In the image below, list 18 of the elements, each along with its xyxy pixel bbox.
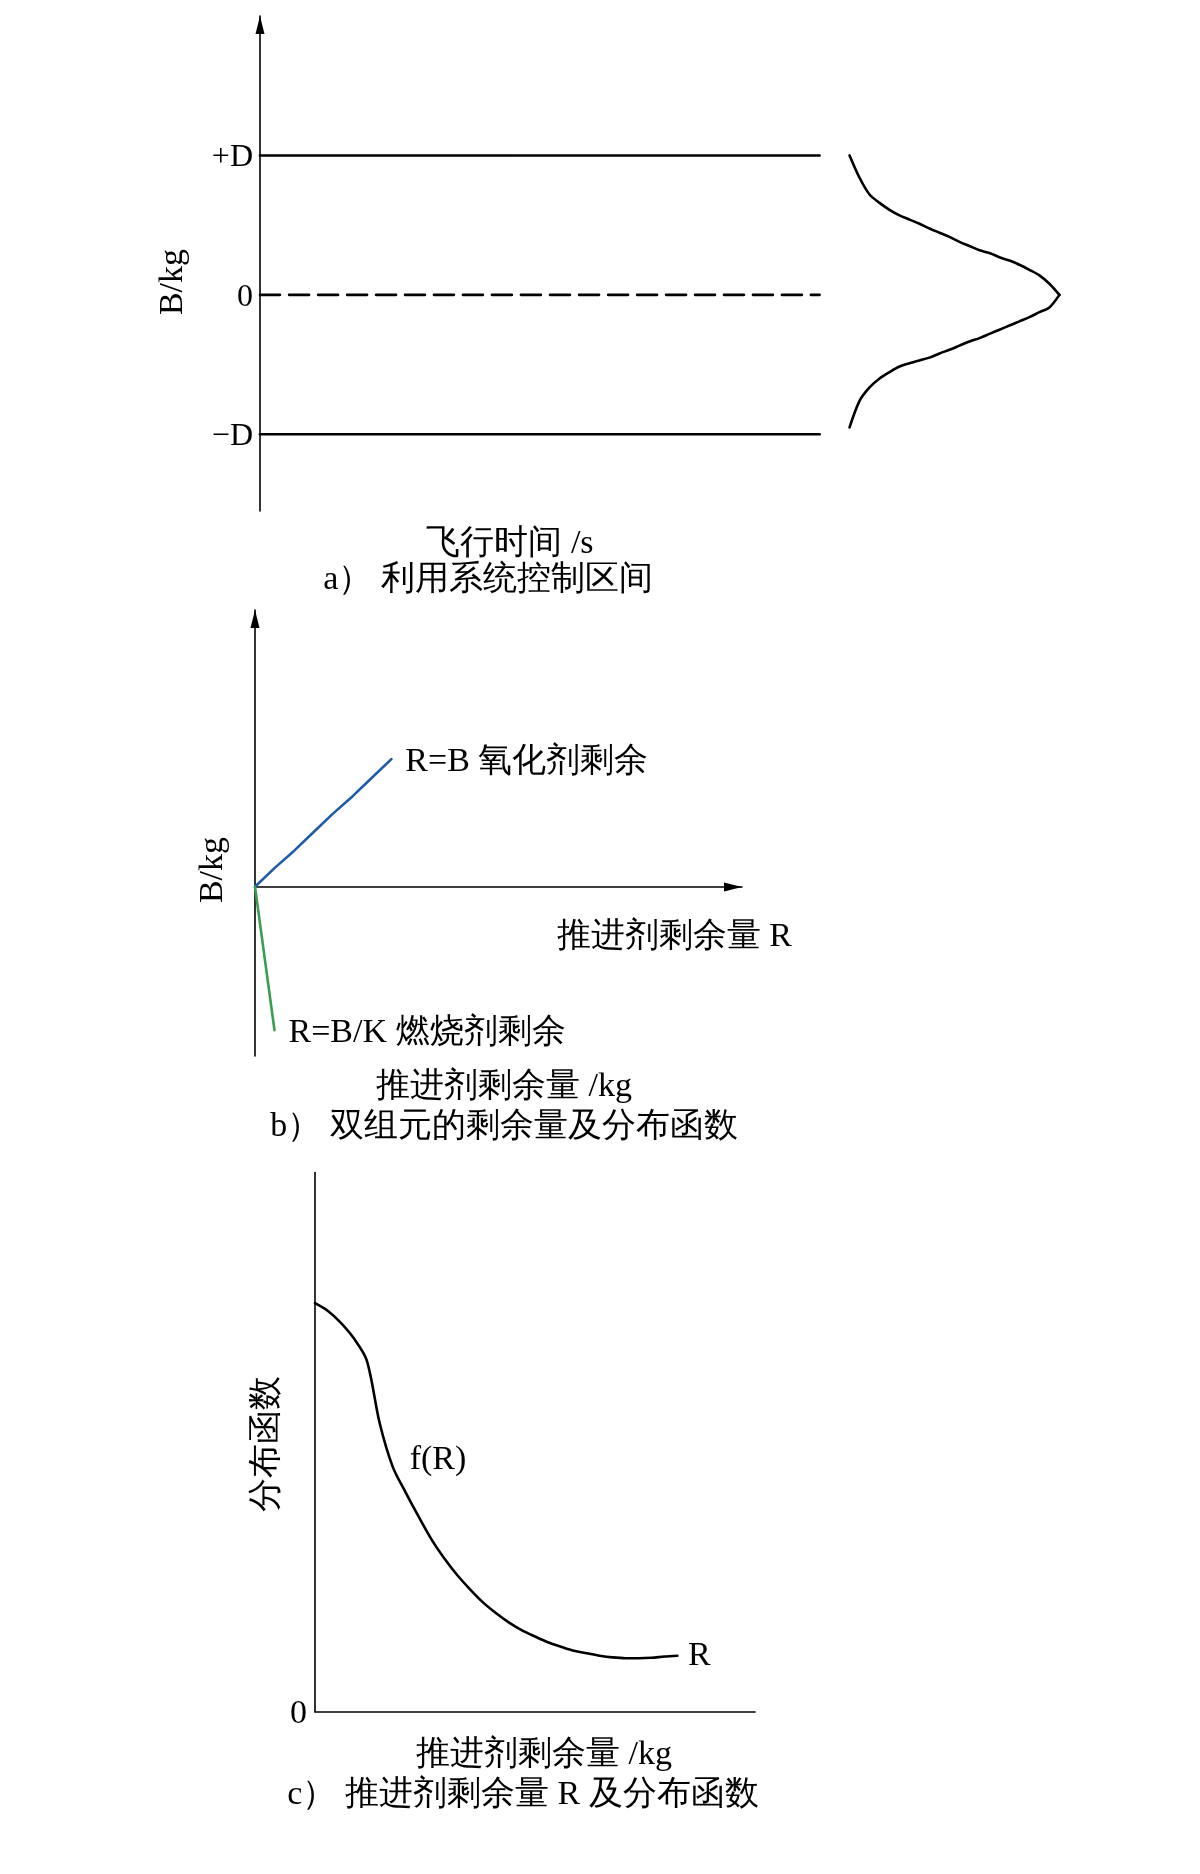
x-axis-title: 推进剂剩余量 /kg xyxy=(416,1733,672,1771)
text: −D xyxy=(211,416,253,453)
annotation: R xyxy=(688,1634,711,1672)
x-axis-title: 推进剂剩余量 /kg xyxy=(376,1065,632,1103)
y-axis-title: B/kg xyxy=(151,248,189,316)
text: 0 xyxy=(290,1693,307,1731)
y-axis-title: 分布函数 xyxy=(245,1376,283,1512)
x-axis-title: 飞行时间 /s xyxy=(426,522,594,560)
series-label: R=B/K 燃烧剂剩余 xyxy=(288,1011,566,1049)
series-label: R=B 氧化剂剩余 xyxy=(405,740,649,778)
text: 0 xyxy=(237,276,253,313)
y-axis-title: B/kg xyxy=(191,836,229,904)
annotation: 推进剂剩余量 R xyxy=(556,915,793,953)
text: a） 利用系统控制区间 xyxy=(323,558,653,596)
series-label: f(R) xyxy=(409,1439,467,1478)
text: +D xyxy=(211,137,253,174)
text: c） 推进剂剩余量 R 及分布函数 xyxy=(287,1773,759,1811)
text: b） 双组元的剩余量及分布函数 xyxy=(270,1105,738,1143)
